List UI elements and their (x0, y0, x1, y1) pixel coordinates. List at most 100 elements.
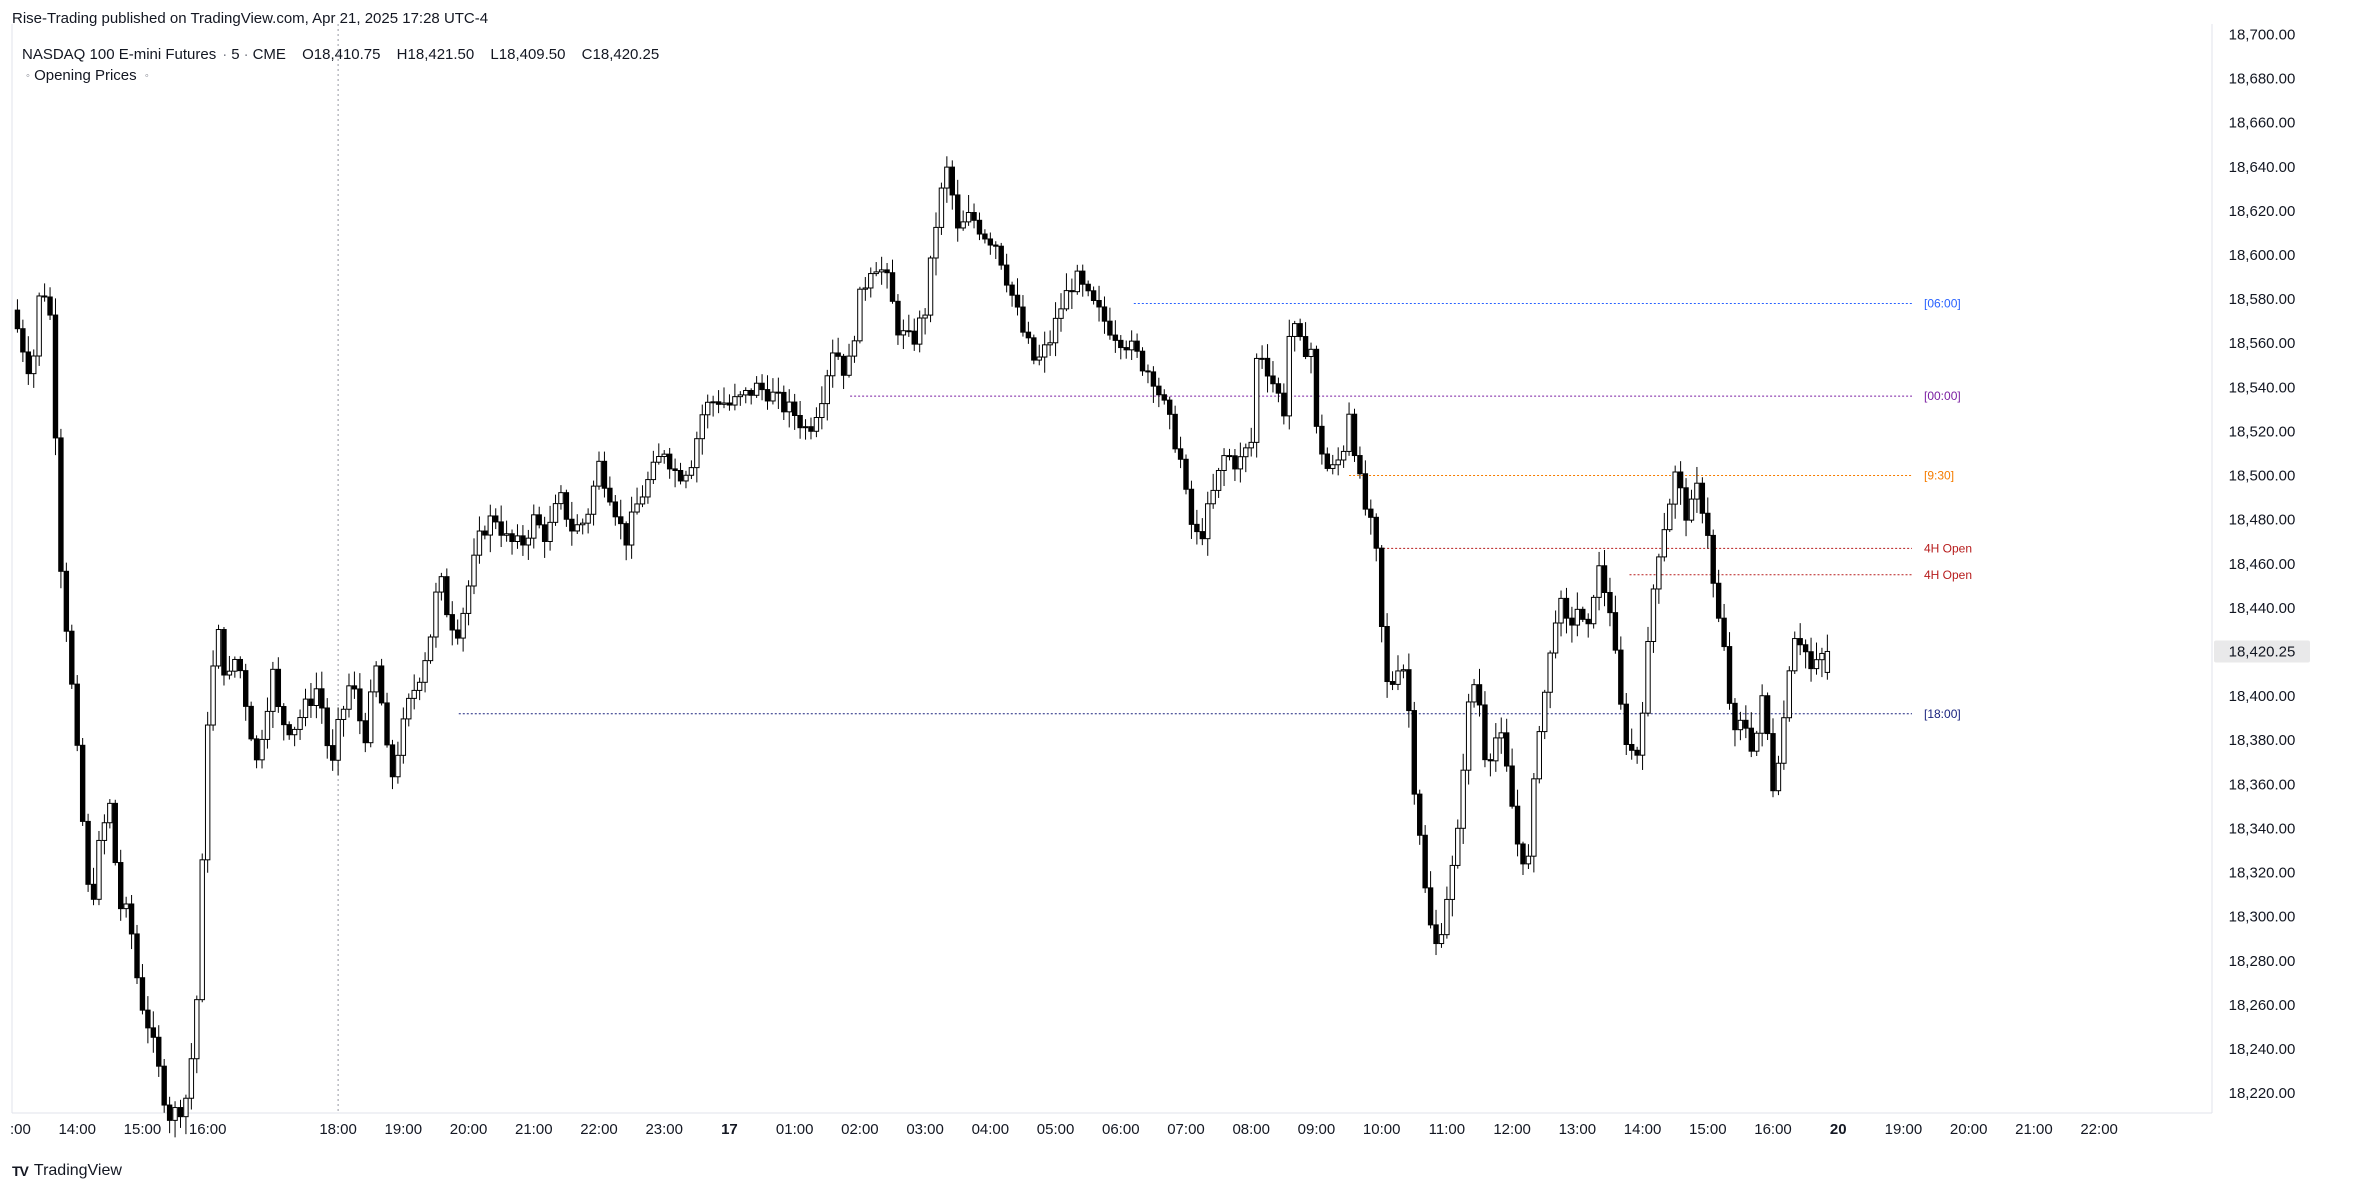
candle-body (1574, 608, 1581, 626)
candle-body (1465, 701, 1472, 771)
candle-body (628, 511, 635, 546)
candle-body (938, 187, 945, 228)
candle-body (1438, 934, 1445, 945)
symbol-legend-row[interactable]: NASDAQ 100 E-mini Futures · 5 · CME O18,410.… (22, 44, 659, 65)
candle-body (965, 212, 972, 223)
footer-brand: TV TradingView (12, 1162, 122, 1180)
candle-body (96, 839, 102, 900)
candle-body (1226, 455, 1233, 458)
candle-body (1232, 455, 1238, 470)
candle-body (1819, 652, 1825, 661)
candle-body (976, 219, 983, 235)
candle-body (471, 554, 477, 587)
candle-body (25, 351, 32, 375)
candle-body (1406, 669, 1412, 712)
candle-body (362, 720, 368, 744)
candle-body (759, 382, 765, 391)
candle-body (1357, 455, 1363, 475)
candle-body (1243, 447, 1249, 458)
symbol-name[interactable]: NASDAQ 100 E-mini Futures (22, 46, 217, 63)
candle-body (1612, 612, 1619, 651)
candle-body (1449, 864, 1456, 900)
candle-body (74, 683, 80, 746)
candle-body (291, 728, 298, 736)
candle-body (319, 688, 325, 709)
candle-body (1194, 523, 1200, 533)
candle-body (1710, 534, 1716, 584)
candle-body (1520, 843, 1526, 865)
candle-body (221, 629, 227, 676)
candle-body (1422, 834, 1428, 889)
candle-body (1759, 695, 1765, 734)
y-tick-label: 18,700.00 (2229, 26, 2296, 43)
candle-body (1580, 608, 1586, 620)
candle-body (156, 1036, 162, 1067)
y-tick-label: 18,580.00 (2229, 291, 2296, 308)
x-tick-label: 17 (721, 1121, 738, 1138)
candle-body (281, 706, 287, 726)
candle-body (1677, 471, 1684, 489)
candle-body (107, 802, 113, 824)
indicator-dot-icon[interactable]: ◦ (26, 70, 30, 82)
candle-body (900, 330, 907, 336)
candle-body (1667, 503, 1673, 531)
separator-dot: · (243, 46, 249, 63)
indicator-name[interactable]: Opening Prices (34, 67, 137, 84)
candle-body (427, 636, 434, 662)
candle-body (955, 194, 961, 229)
candle-body (36, 295, 42, 357)
candle-body (634, 503, 640, 513)
candle-body (1721, 617, 1727, 648)
candle-body (683, 474, 689, 482)
opening-price-label: [06:00] (1924, 297, 1961, 311)
candle-body (400, 718, 407, 756)
indicator-settings-icon[interactable]: ◦ (144, 70, 149, 82)
x-tick-label: 16:00 (1754, 1121, 1792, 1138)
candle-body (444, 576, 450, 616)
interval[interactable]: 5 (231, 46, 240, 63)
candle-body (666, 453, 673, 470)
separator-dot: · (222, 46, 228, 63)
candle-body (1145, 370, 1151, 373)
candle-body (715, 401, 722, 405)
y-tick-label: 18,220.00 (2229, 1085, 2296, 1102)
candle-body (743, 389, 749, 396)
candle-body (509, 533, 515, 542)
candle-body (732, 396, 738, 406)
candle-body (1183, 458, 1189, 490)
candle-body (607, 487, 613, 503)
candle-body (1161, 394, 1167, 401)
candle-body (1221, 455, 1227, 471)
candle-body (79, 744, 86, 822)
candle-body (161, 1065, 167, 1106)
indicator-legend-row[interactable]: ◦ Opening Prices ◦ (22, 65, 659, 87)
candle-body (20, 328, 26, 353)
candle-body (302, 698, 309, 719)
candle-body (753, 382, 760, 396)
x-tick-label: 22:00 (2080, 1121, 2118, 1138)
candle-body (1797, 638, 1803, 646)
candle-body (1259, 357, 1265, 360)
candle-body (373, 665, 379, 693)
y-tick-label: 18,660.00 (2229, 115, 2296, 132)
candle-body (949, 166, 955, 196)
candle-body (1813, 659, 1820, 670)
candle-body (927, 257, 934, 316)
candle-body (1656, 556, 1662, 590)
candle-body (1590, 596, 1597, 625)
candle-body (737, 394, 744, 398)
candle-body (884, 269, 890, 274)
candle-body (770, 391, 776, 402)
candle-body (1014, 294, 1021, 308)
candle-body (1009, 284, 1015, 296)
candle-body (1792, 638, 1798, 672)
x-tick-label: 08:00 (1232, 1121, 1270, 1138)
candle-body (1215, 469, 1222, 491)
candle-body (840, 355, 847, 376)
candle-body (253, 738, 260, 761)
candle-body (1596, 565, 1602, 598)
candle-body (1177, 448, 1184, 460)
candle-body (993, 244, 999, 247)
candle-body (1433, 924, 1439, 945)
